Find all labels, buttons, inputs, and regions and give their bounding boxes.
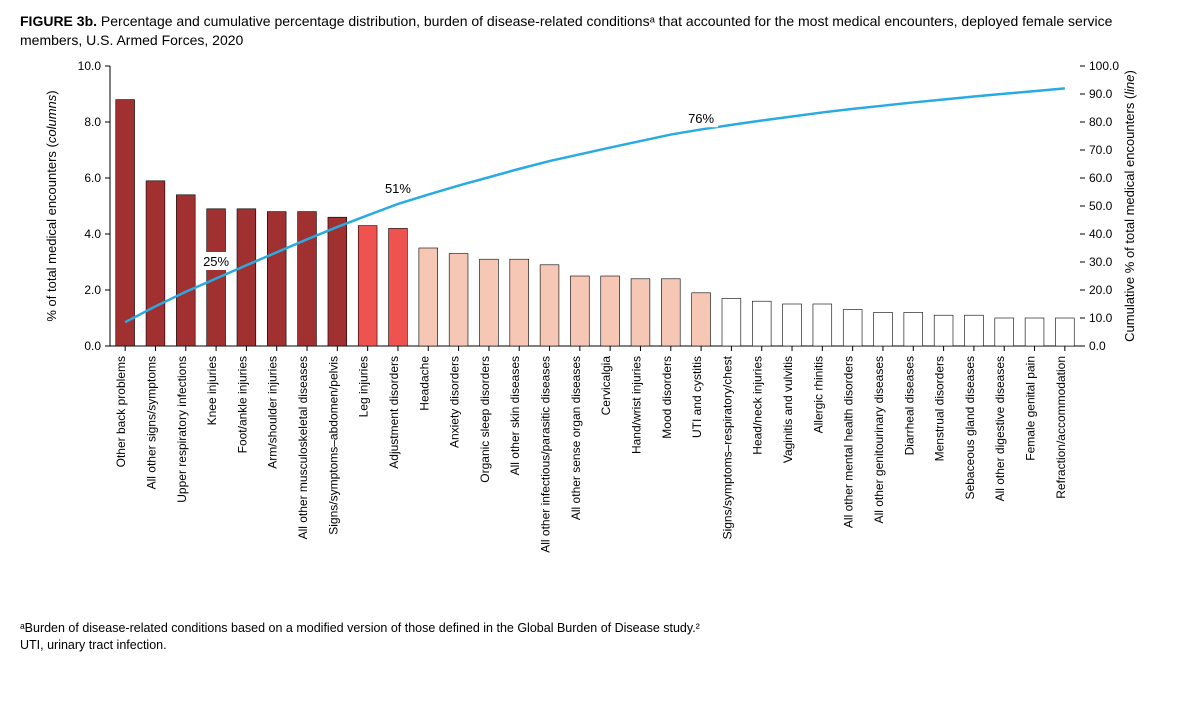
svg-text:Signs/symptoms–abdomen/pelvis: Signs/symptoms–abdomen/pelvis [326,356,340,535]
svg-text:UTI and cystitis: UTI and cystitis [690,356,704,438]
svg-text:Menstrual disorders: Menstrual disorders [933,356,947,461]
svg-text:Hand/wrist injuries: Hand/wrist injuries [629,356,643,454]
figure-title: FIGURE 3b. Percentage and cumulative per… [20,12,1168,50]
svg-text:All other musculoskeletal dise: All other musculoskeletal diseases [296,356,310,539]
svg-text:Leg injuries: Leg injuries [357,356,371,417]
footnote-line-1: ᵃBurden of disease-related conditions ba… [20,620,1168,637]
svg-text:70.0: 70.0 [1089,143,1113,157]
footnote-line-2: UTI, urinary tract infection. [20,637,1168,654]
svg-text:Refraction/accommodation: Refraction/accommodation [1054,356,1068,499]
svg-text:Allergic rhinitis: Allergic rhinitis [811,356,825,433]
svg-text:40.0: 40.0 [1089,227,1113,241]
svg-text:All other genitourinary diseas: All other genitourinary diseases [872,356,886,523]
svg-text:All other mental health disord: All other mental health disorders [842,356,856,528]
svg-text:25%: 25% [203,254,229,269]
figure-number: FIGURE 3b. [20,13,97,29]
svg-text:Cumulative % of total medical: Cumulative % of total medical encounters… [1122,70,1137,342]
footnote: ᵃBurden of disease-related conditions ba… [20,620,1168,654]
svg-text:Headache: Headache [417,355,431,410]
svg-text:51%: 51% [385,181,411,196]
figure-caption: Percentage and cumulative percentage dis… [20,13,1112,48]
svg-text:8.0: 8.0 [84,115,101,129]
svg-text:30.0: 30.0 [1089,255,1113,269]
svg-text:All other infectious/parasitic: All other infectious/parasitic diseases [539,356,553,553]
svg-text:20.0: 20.0 [1089,283,1113,297]
svg-text:All other sense organ diseases: All other sense organ diseases [569,356,583,520]
svg-text:Knee injuries: Knee injuries [205,356,219,425]
svg-text:50.0: 50.0 [1089,199,1113,213]
chart-svg: 0.0 2.0 4.0 6.0 8.0 10.0 0.0 10.0 20.0 30.0 40.0 50… [20,56,1168,616]
svg-text:Female genital pain: Female genital pain [1024,356,1038,461]
svg-text:Diarrheal diseases: Diarrheal diseases [902,356,916,455]
svg-text:Other back problems: Other back problems [114,356,128,467]
svg-text:90.0: 90.0 [1089,87,1113,101]
svg-text:All other digestive diseases: All other digestive diseases [993,356,1007,501]
svg-text:Vaginitis and vulvitis: Vaginitis and vulvitis [781,356,795,463]
svg-text:Adjustment disorders: Adjustment disorders [387,356,401,469]
svg-text:0.0: 0.0 [1089,339,1106,353]
svg-text:60.0: 60.0 [1089,171,1113,185]
svg-text:6.0: 6.0 [84,171,101,185]
svg-text:Mood disorders: Mood disorders [660,356,674,439]
svg-text:10.0: 10.0 [78,59,102,73]
svg-text:Arm/shoulder injuries: Arm/shoulder injuries [266,356,280,469]
svg-text:4.0: 4.0 [84,227,101,241]
svg-text:Sebaceous gland diseases: Sebaceous gland diseases [963,356,977,499]
svg-text:Signs/symptoms–respiratory/che: Signs/symptoms–respiratory/chest [720,355,734,539]
svg-text:All other signs/symptoms: All other signs/symptoms [144,356,158,489]
svg-text:Organic sleep disorders: Organic sleep disorders [478,356,492,483]
svg-text:0.0: 0.0 [84,339,101,353]
svg-text:All other skin diseases: All other skin diseases [508,356,522,475]
svg-text:2.0: 2.0 [84,283,101,297]
svg-text:10.0: 10.0 [1089,311,1113,325]
figure-container: FIGURE 3b. Percentage and cumulative per… [0,0,1188,711]
svg-text:Head/neck injuries: Head/neck injuries [751,356,765,455]
chart: 0.0 2.0 4.0 6.0 8.0 10.0 0.0 10.0 20.0 30.0 40.0 50… [20,56,1168,616]
svg-text:% of total medical encounters: % of total medical encounters (columns) [44,90,59,321]
svg-text:76%: 76% [688,111,714,126]
svg-text:100.0: 100.0 [1089,59,1119,73]
svg-text:80.0: 80.0 [1089,115,1113,129]
svg-text:Anxiety disorders: Anxiety disorders [448,356,462,448]
svg-text:Foot/ankle injuries: Foot/ankle injuries [235,356,249,453]
svg-text:Cervicalgia: Cervicalgia [599,355,613,415]
svg-text:Upper respiratory infections: Upper respiratory infections [175,356,189,503]
